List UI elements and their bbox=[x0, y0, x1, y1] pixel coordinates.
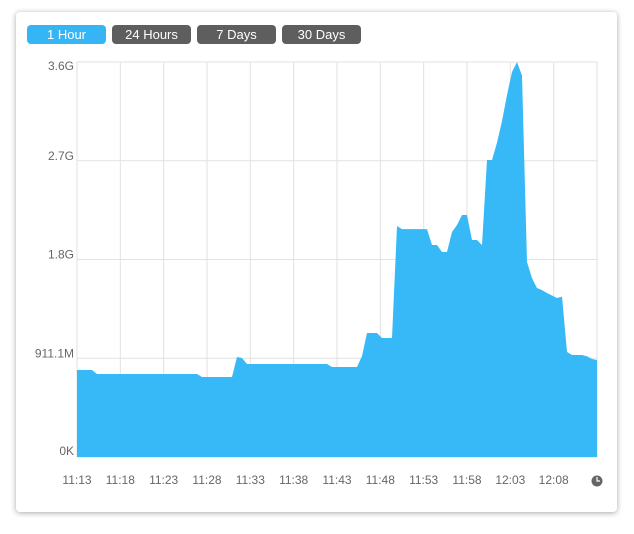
time-range-buttons: 1 Hour 24 Hours 7 Days 30 Days bbox=[27, 25, 361, 44]
y-tick-label: 3.6G bbox=[48, 59, 74, 73]
y-tick-label: 1.8G bbox=[48, 248, 74, 262]
x-tick-label: 12:03 bbox=[495, 473, 525, 487]
y-tick-label: 0K bbox=[59, 444, 74, 458]
time-range-button[interactable]: 24 Hours bbox=[112, 25, 191, 44]
x-tick-label: 11:43 bbox=[322, 473, 351, 487]
time-range-button[interactable]: 7 Days bbox=[197, 25, 276, 44]
clock-hands bbox=[596, 477, 600, 482]
x-tick-label: 11:58 bbox=[452, 473, 481, 487]
x-tick-label: 11:28 bbox=[192, 473, 221, 487]
time-range-button[interactable]: 1 Hour bbox=[27, 25, 106, 44]
x-tick-label: 11:18 bbox=[106, 473, 135, 487]
x-tick-label: 11:33 bbox=[236, 473, 265, 487]
x-tick-label: 12:08 bbox=[539, 473, 569, 487]
x-tick-label: 11:38 bbox=[279, 473, 308, 487]
time-range-button[interactable]: 30 Days bbox=[282, 25, 361, 44]
y-tick-label: 2.7G bbox=[48, 149, 74, 163]
x-tick-label: 11:13 bbox=[62, 473, 91, 487]
area bbox=[77, 62, 597, 457]
y-tick-label: 911.1M bbox=[35, 346, 74, 360]
x-tick-label: 11:53 bbox=[409, 473, 438, 487]
x-tick-label: 11:23 bbox=[149, 473, 178, 487]
x-tick-label: 11:48 bbox=[366, 473, 395, 487]
